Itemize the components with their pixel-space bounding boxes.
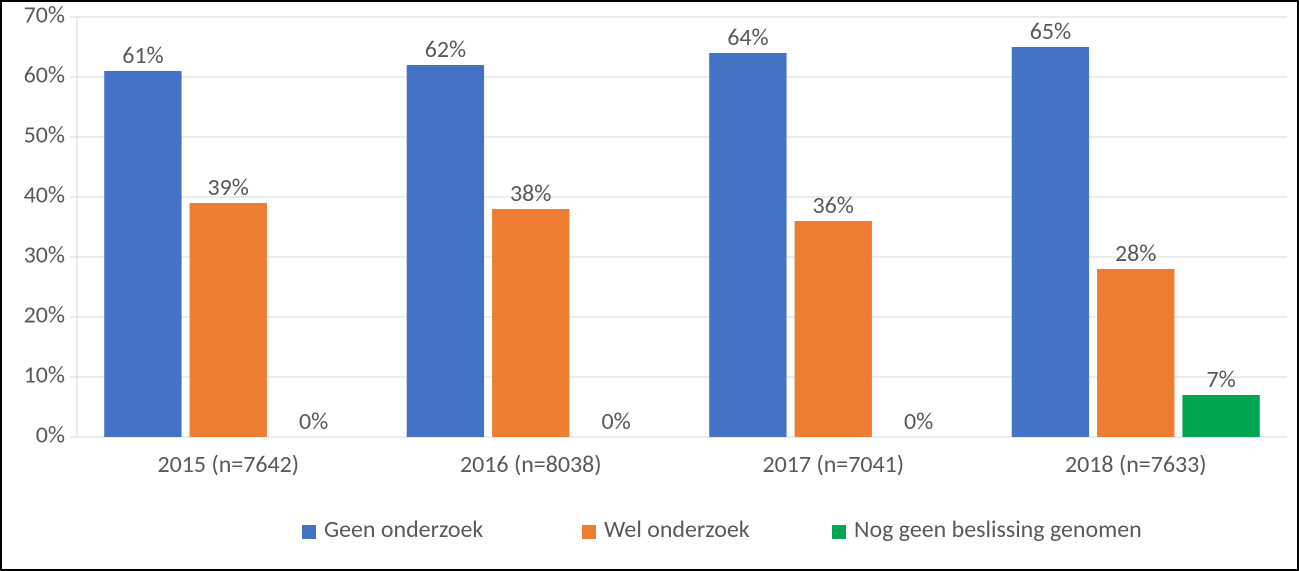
legend-swatch [832, 525, 846, 539]
y-axis-tick-label: 10% [24, 361, 65, 390]
legend-swatch [582, 525, 596, 539]
bar [1012, 47, 1089, 437]
bar-data-label: 64% [727, 23, 768, 52]
x-axis-category-label: 2016 (n=8038) [460, 450, 602, 479]
legend-label: Nog geen beslissing genomen [854, 515, 1142, 544]
bar-data-label: 0% [904, 407, 933, 436]
bar [1182, 395, 1259, 437]
legend-label: Geen onderzoek [324, 515, 483, 544]
bar-data-label: 28% [1115, 239, 1156, 268]
x-axis-category-label: 2017 (n=7041) [763, 450, 905, 479]
bar-data-label: 7% [1206, 365, 1235, 394]
y-axis-tick-label: 40% [24, 181, 65, 210]
x-axis-category-label: 2015 (n=7642) [158, 450, 300, 479]
bar [795, 221, 872, 437]
bar-chart: 0% 10% 20% 30% 40% 50% 60% 70% 61% 39% 0% 2015 (n=7… [2, 2, 1299, 571]
bar [1097, 269, 1174, 437]
bar-data-label: 0% [299, 407, 328, 436]
bar [492, 209, 569, 437]
bar-data-label: 65% [1030, 17, 1071, 46]
bar [709, 53, 786, 437]
y-axis-tick-label: 20% [24, 301, 65, 330]
bar [190, 203, 267, 437]
y-axis-tick-label: 30% [24, 241, 65, 270]
bar-data-label: 61% [122, 41, 163, 70]
bar-data-label: 38% [510, 179, 551, 208]
legend-swatch [302, 525, 316, 539]
x-axis-category-label: 2018 (n=7633) [1065, 450, 1207, 479]
y-axis-tick-label: 0% [36, 421, 65, 450]
bar-data-label: 36% [813, 191, 854, 220]
bar-data-label: 39% [208, 173, 249, 202]
y-axis-tick-label: 60% [24, 61, 65, 90]
bar-data-label: 62% [425, 35, 466, 64]
bar-data-label: 0% [601, 407, 630, 436]
legend-label: Wel onderzoek [604, 515, 750, 544]
bar [104, 71, 181, 437]
y-axis-tick-label: 70% [24, 2, 65, 30]
chart-container: 0% 10% 20% 30% 40% 50% 60% 70% 61% 39% 0% 2015 (n=7… [0, 0, 1299, 571]
y-axis-tick-label: 50% [24, 121, 65, 150]
bar [407, 65, 484, 437]
